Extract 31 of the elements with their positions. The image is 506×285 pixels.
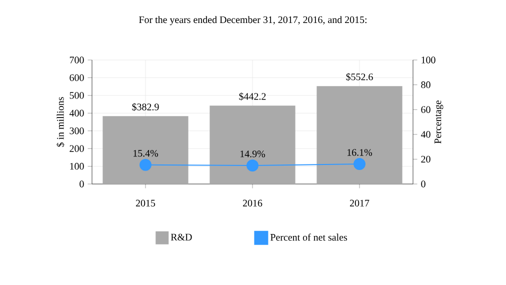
data-label: 15.4% <box>134 150 158 157</box>
data-label: $552.6 <box>346 72 373 81</box>
y2-axis-title: Percentage <box>434 100 444 144</box>
y2-tick-label: 100 <box>422 56 436 64</box>
y-axis-title: $ in millions <box>56 97 64 147</box>
x-tick-label: 2017 <box>350 200 370 206</box>
y-tick-label: 600 <box>70 74 84 82</box>
y2-tick-label: 20 <box>421 156 430 163</box>
bar <box>316 86 402 184</box>
y2-tick-label: 60 <box>421 106 430 113</box>
data-label: $442.2 <box>239 92 266 100</box>
x-tick-label: 2016 <box>242 200 262 206</box>
y-tick-label: 700 <box>70 56 84 64</box>
chart-title: For the years ended December 31, 2017, 2016, and 2015: <box>139 16 366 26</box>
bar <box>102 116 188 184</box>
data-label: 16.1% <box>348 149 372 156</box>
x-tick-label: 2015 <box>136 200 156 206</box>
y-tick-label: 0 <box>80 180 84 188</box>
data-label: $382.9 <box>132 103 159 111</box>
data-label: 14.9% <box>240 150 266 158</box>
y-tick-label: 200 <box>70 145 84 152</box>
y2-tick-label: 80 <box>421 81 430 88</box>
y-tick-label: 400 <box>69 110 84 117</box>
y2-tick-label: 0 <box>421 180 426 188</box>
y-tick-label: 300 <box>70 128 84 134</box>
bar <box>210 106 296 184</box>
y2-tick-label: 40 <box>420 131 430 138</box>
legend-label: Percent of net sales <box>270 234 348 241</box>
y-tick-label: 500 <box>70 92 84 99</box>
y-tick-label: 100 <box>70 162 84 170</box>
legend-label: R&D <box>170 234 192 240</box>
